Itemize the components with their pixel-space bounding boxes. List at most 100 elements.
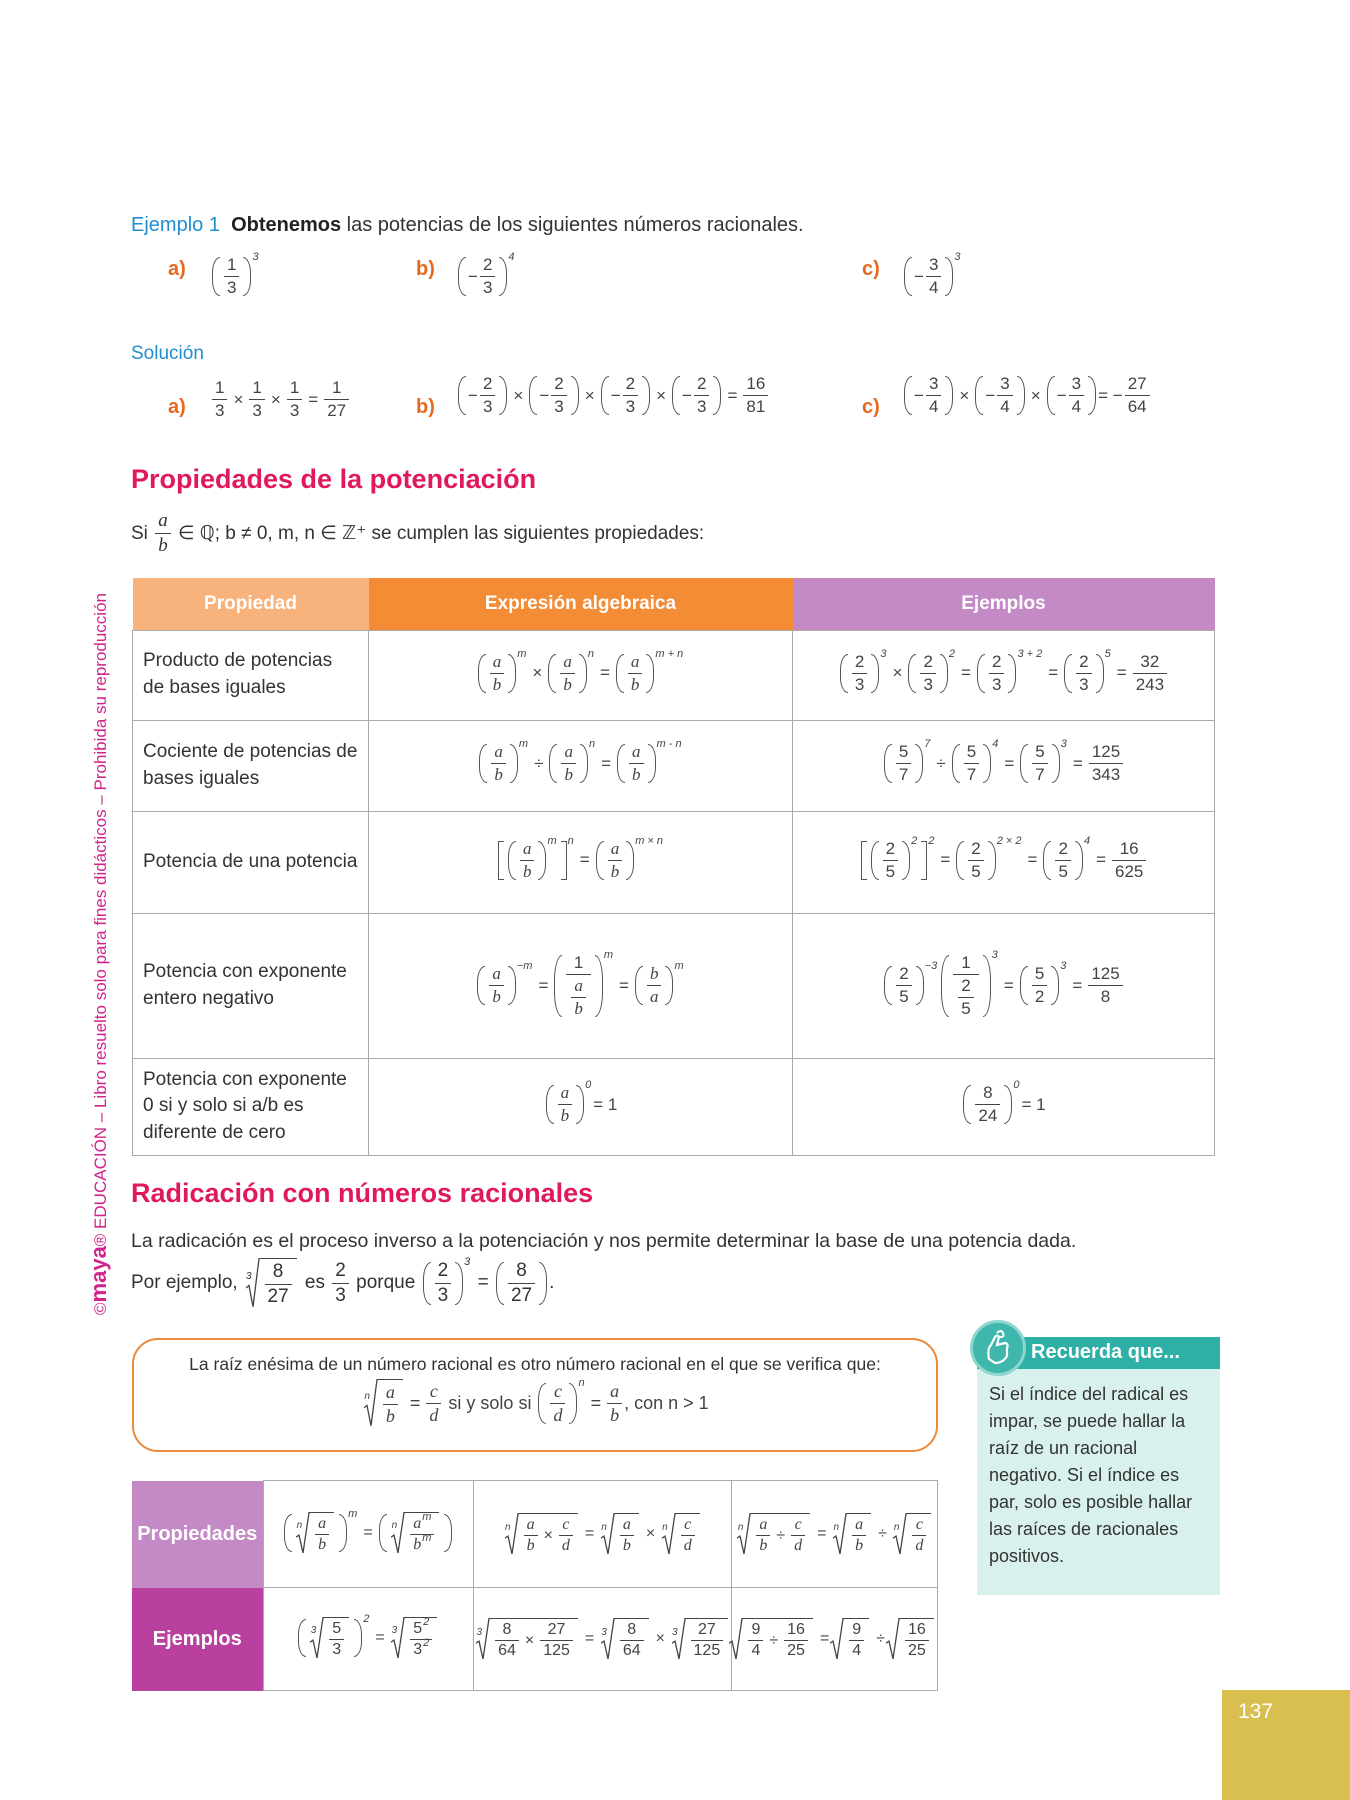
radical-index: 3 bbox=[671, 1626, 678, 1638]
numerator: a bbox=[491, 742, 506, 763]
left-paren bbox=[283, 1513, 292, 1552]
algebraic-expression: a b m n = a b m × n bbox=[496, 835, 665, 882]
math-text: b bbox=[385, 1406, 395, 1426]
exponent: 2 × 2 bbox=[996, 834, 1022, 847]
radical: 3 27 125 bbox=[671, 1618, 729, 1660]
left-paren bbox=[595, 840, 604, 880]
fraction: 32 243 bbox=[1132, 652, 1168, 695]
math-text: 4 bbox=[852, 1642, 862, 1659]
numerator: 2 bbox=[958, 976, 973, 997]
left-paren bbox=[422, 1261, 431, 1305]
exponent: 0 bbox=[585, 1079, 592, 1091]
math-text: 3 bbox=[437, 1284, 449, 1306]
numerator: 2 bbox=[332, 1260, 349, 1283]
numerator: c bbox=[427, 1381, 441, 1403]
fraction: 1 27 bbox=[324, 378, 350, 421]
header-expression: Expresión algebraica bbox=[368, 578, 793, 630]
math-text: 5 bbox=[885, 861, 896, 881]
math-text: 4 bbox=[1071, 397, 1082, 416]
algebraic-expression: a b m × a b n = a b m + n bbox=[476, 648, 686, 695]
operator: = bbox=[1048, 663, 1059, 682]
operator: × bbox=[959, 385, 970, 405]
parentheses: −3 4 bbox=[975, 374, 1025, 417]
math-text: 8 bbox=[516, 1259, 527, 1281]
copyright-text: ® EDUCACIÓN – Libro resuelto solo para f… bbox=[91, 593, 110, 1247]
math-text: 4 bbox=[928, 278, 939, 297]
denominator: 24 bbox=[975, 1104, 1001, 1126]
operator: = bbox=[375, 1628, 385, 1646]
radical-sign-icon bbox=[476, 1618, 490, 1660]
math-text: 3 bbox=[289, 401, 300, 420]
math-text: 16 bbox=[787, 1621, 805, 1638]
math-group: 8 24 0 = 1 bbox=[961, 1079, 1046, 1126]
denominator: b bbox=[571, 996, 586, 1019]
math-group: a b m ÷ a b n = a b m - n bbox=[477, 738, 683, 785]
radical-sign-icon bbox=[505, 1513, 519, 1555]
right-paren bbox=[339, 1513, 348, 1552]
numerator: 125 bbox=[1088, 964, 1122, 985]
math-text: d bbox=[561, 1537, 570, 1554]
math-text: a bbox=[610, 838, 620, 858]
right-paren bbox=[1074, 840, 1083, 880]
numerator: c bbox=[792, 1516, 805, 1535]
math-text: 2 bbox=[885, 838, 896, 858]
radical-sign-icon bbox=[672, 1618, 686, 1660]
math-text: 2 bbox=[696, 374, 707, 393]
numerator: 27 bbox=[695, 1621, 719, 1640]
numerator: a bbox=[561, 742, 576, 763]
math-group: n a b = c d si y solo si c d n = a b, con n > 1 bbox=[361, 1377, 709, 1427]
numerator: 2 bbox=[920, 652, 935, 673]
math-text: 3 bbox=[1071, 374, 1082, 393]
math-text: 3 bbox=[554, 397, 564, 416]
left-paren bbox=[617, 744, 625, 783]
paren-content: −3 4 bbox=[1055, 374, 1088, 417]
math-text: 8 bbox=[983, 1083, 993, 1102]
denominator: 3 bbox=[434, 1282, 452, 1307]
operator: × bbox=[1030, 385, 1041, 405]
right-paren bbox=[539, 1261, 548, 1305]
radical-index: n bbox=[833, 1521, 840, 1533]
math-group: a b 0 = 1 bbox=[544, 1079, 617, 1126]
fraction: 16 25 bbox=[904, 1621, 929, 1660]
operator: × bbox=[524, 1631, 535, 1649]
math-text: 64 bbox=[1127, 397, 1147, 416]
numerator: 27 bbox=[1125, 374, 1150, 395]
left-paren bbox=[479, 744, 488, 783]
denominator: d bbox=[912, 1535, 927, 1555]
paren-content: −2 3 bbox=[466, 255, 499, 298]
math-text: ∈ ℚ; b ≠ 0, m, n ∈ ℤ⁺ se cumplen las sig… bbox=[172, 523, 705, 544]
math-text: 8 bbox=[502, 1621, 512, 1638]
solution-a-label: a) bbox=[168, 396, 186, 418]
parentheses: −2 3 4 bbox=[458, 251, 515, 298]
numerator: 1 bbox=[287, 378, 302, 399]
numerator: 2 bbox=[480, 255, 495, 276]
hand-finger-string-icon bbox=[970, 1320, 1026, 1376]
right-paren bbox=[1004, 1085, 1013, 1124]
math-text: a bbox=[649, 987, 659, 1006]
math-group: n a b ÷ c d = n a b ÷ n c d bbox=[735, 1513, 935, 1555]
math-text: − bbox=[682, 385, 692, 405]
math-group: −2 3 bbox=[468, 374, 497, 417]
row-label-properties: Propiedades bbox=[132, 1480, 263, 1588]
right-paren bbox=[902, 840, 911, 880]
denominator: 3 bbox=[622, 395, 639, 417]
numerator: a bbox=[560, 652, 575, 673]
math-text: 7 bbox=[1035, 765, 1045, 784]
